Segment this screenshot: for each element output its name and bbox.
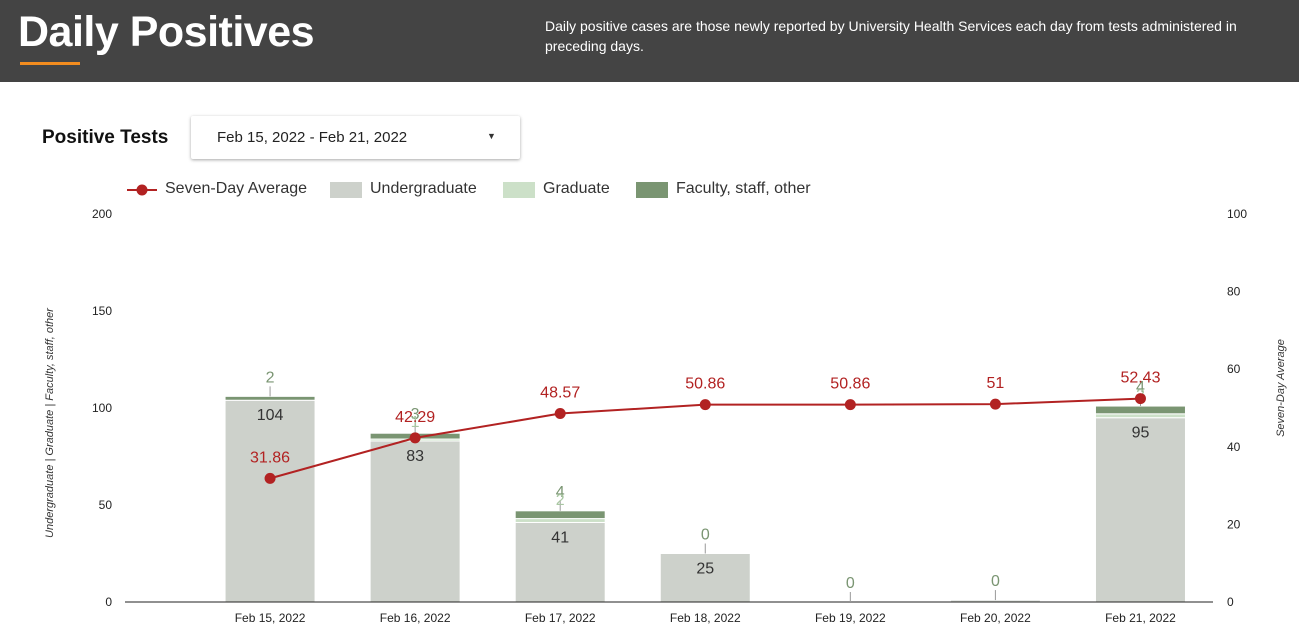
- legend-swatch: [636, 182, 668, 198]
- data-label-faculty: 2: [266, 369, 275, 386]
- y2-tick-label: 20: [1227, 517, 1241, 531]
- seven-day-average-label: 50.86: [830, 376, 870, 393]
- section-title: Positive Tests: [42, 127, 169, 148]
- y2-tick-label: 40: [1227, 440, 1241, 454]
- seven-day-average-label: 51: [987, 375, 1005, 392]
- x-tick-label: Feb 18, 2022: [670, 611, 741, 625]
- bar-undergraduate: [369, 440, 461, 603]
- seven-day-average-point: [554, 408, 566, 420]
- data-label-faculty: 4: [556, 484, 565, 501]
- legend-label: Seven-Day Average: [165, 180, 308, 197]
- bar-undergraduate: [224, 399, 316, 603]
- legend-label: Undergraduate: [370, 180, 477, 197]
- seven-day-average-point: [699, 399, 711, 411]
- data-label-faculty: 0: [991, 573, 1000, 590]
- bar-undergraduate: [1094, 417, 1186, 603]
- y-tick-label: 200: [92, 207, 112, 221]
- title-underline: [20, 62, 80, 65]
- data-label-faculty: 0: [846, 575, 855, 592]
- x-tick-label: Feb 15, 2022: [235, 611, 306, 625]
- y2-tick-label: 60: [1227, 362, 1241, 376]
- data-label-undergraduate: 41: [551, 529, 569, 546]
- date-range-selector[interactable]: Feb 15, 2022 - Feb 21, 2022 ▼: [191, 116, 520, 159]
- legend-swatch: [330, 182, 362, 198]
- legend-label: Faculty, staff, other: [676, 180, 811, 197]
- data-label-graduate: 1: [411, 414, 420, 431]
- y-tick-label: 100: [92, 401, 112, 415]
- date-range-value: Feb 15, 2022 - Feb 21, 2022: [217, 129, 408, 146]
- x-tick-label: Feb 20, 2022: [960, 611, 1031, 625]
- legend-swatch: [503, 182, 535, 198]
- data-label-faculty: 3: [411, 406, 420, 423]
- header-banner: Daily Positives Daily positive cases are…: [0, 0, 1299, 82]
- data-label-undergraduate: 104: [257, 407, 284, 424]
- seven-day-average-label: 48.57: [540, 385, 580, 402]
- x-tick-label: Feb 17, 2022: [525, 611, 596, 625]
- data-label-undergraduate: 83: [406, 448, 424, 465]
- seven-day-average-point: [264, 472, 276, 484]
- seven-day-average-label: 31.86: [250, 449, 290, 466]
- bar-undergraduate: [659, 553, 751, 603]
- data-label-graduate: 2: [556, 492, 565, 509]
- y-tick-label: 0: [105, 595, 112, 609]
- legend-swatch: [127, 184, 157, 196]
- y2-axis-title: Seven-Day Average: [1275, 339, 1287, 437]
- y2-tick-label: 0: [1227, 595, 1234, 609]
- x-tick-label: Feb 19, 2022: [815, 611, 886, 625]
- dropdown-caret-icon[interactable]: ▼: [487, 131, 496, 141]
- seven-day-average-point: [844, 399, 856, 411]
- seven-day-average-label: 42.29: [395, 409, 435, 426]
- x-tick-label: Feb 21, 2022: [1105, 611, 1176, 625]
- data-label-faculty: 4: [1136, 379, 1145, 396]
- bar-faculty: [1094, 405, 1186, 415]
- page-title: Daily Positives: [18, 8, 315, 56]
- bar-graduate: [514, 518, 606, 523]
- x-tick-label: Feb 16, 2022: [380, 611, 451, 625]
- y2-tick-label: 80: [1227, 285, 1241, 299]
- bar-faculty: [514, 510, 606, 520]
- y-axis-title: Undergraduate | Graduate | Faculty, staf…: [44, 307, 56, 538]
- data-label-faculty: 0: [701, 527, 710, 544]
- seven-day-average-label: 52.43: [1120, 370, 1160, 387]
- seven-day-average-label: 50.86: [685, 376, 725, 393]
- y-tick-label: 50: [99, 498, 113, 512]
- bar-faculty: [224, 395, 316, 401]
- bar-graduate: [1094, 413, 1186, 419]
- seven-day-average-point: [1134, 393, 1146, 405]
- data-label-undergraduate: 25: [696, 561, 714, 578]
- data-label-undergraduate: 95: [1132, 425, 1150, 442]
- page-description: Daily positive cases are those newly rep…: [545, 18, 1237, 54]
- y-tick-label: 150: [92, 304, 112, 318]
- y2-tick-label: 100: [1227, 207, 1247, 221]
- legend-label: Graduate: [543, 180, 610, 197]
- seven-day-average-point: [409, 432, 421, 444]
- seven-day-average-point: [989, 398, 1001, 410]
